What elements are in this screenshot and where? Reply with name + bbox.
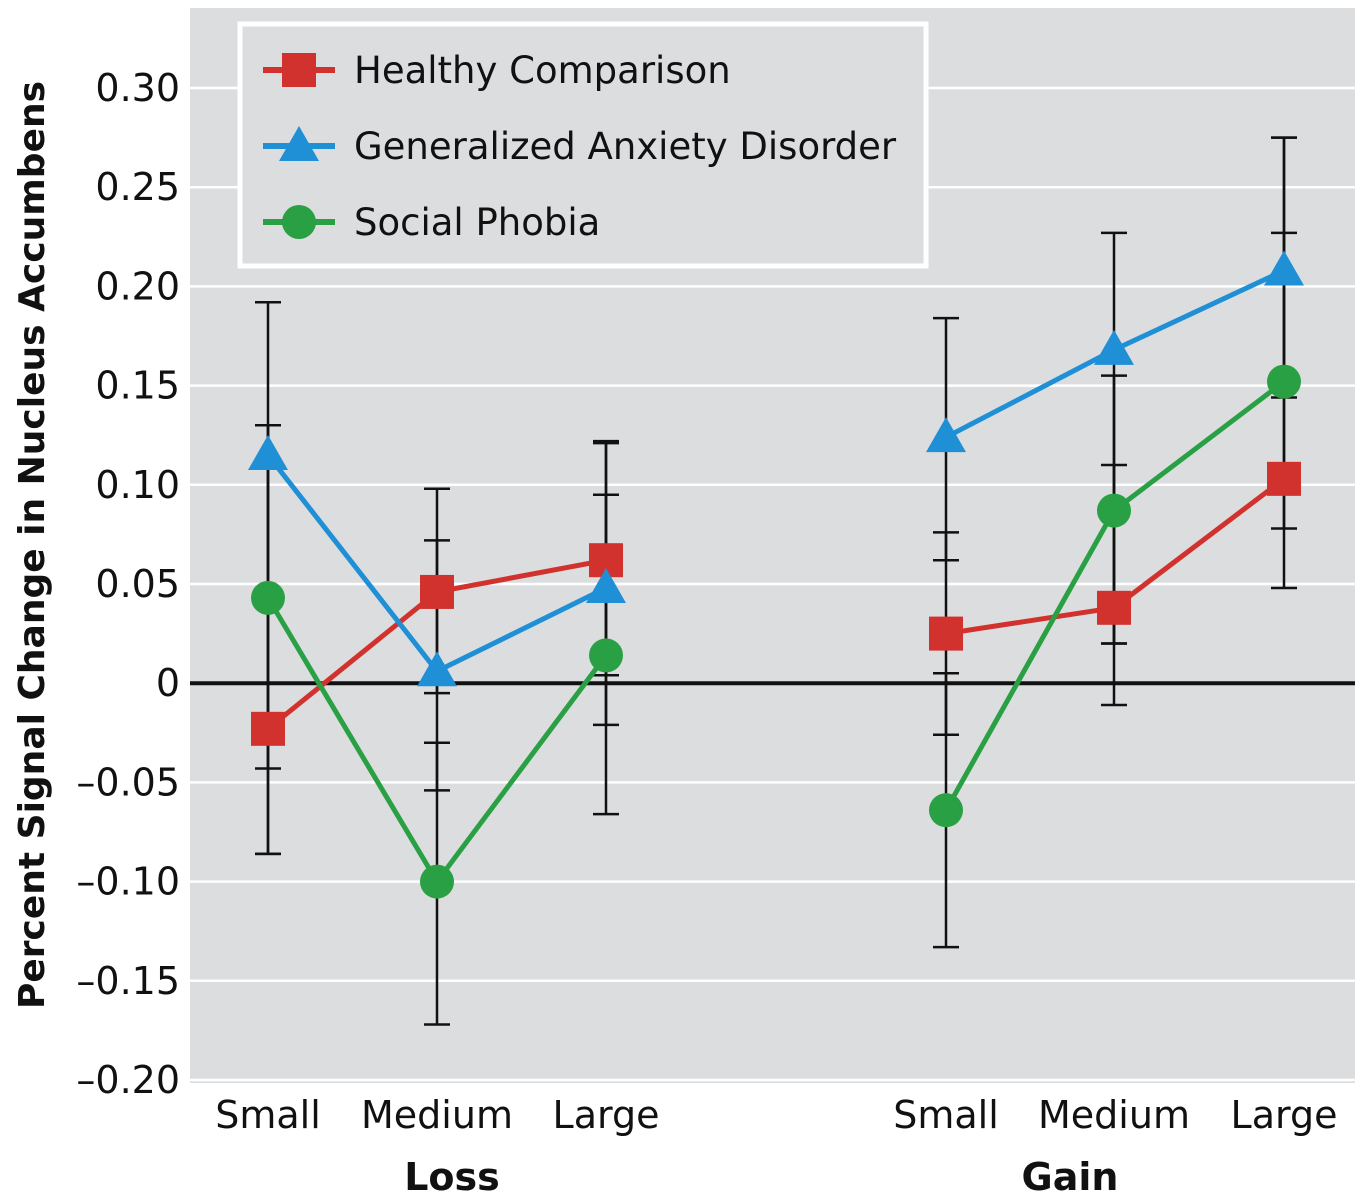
legend-label-1: Generalized Anxiety Disorder: [354, 125, 897, 168]
legend-label-2: Social Phobia: [354, 201, 600, 244]
marker-s2-g0-c1: [420, 864, 454, 899]
marker-s1-g1-c1: [1094, 329, 1134, 365]
x-axis: Small Medium Large Loss Small Medium Large Gain: [215, 1093, 1337, 1199]
y-tick-label-9: –0.15: [76, 959, 180, 1003]
marker-s1-g0-c1: [417, 651, 457, 687]
y-axis-title: Percent Signal Change in Nucleus Accumbe…: [12, 81, 53, 1009]
y-tick-label-10: –0.20: [76, 1058, 180, 1102]
y-tick-label-8: –0.10: [76, 860, 180, 904]
x-tick-label-1-0: Small: [893, 1093, 999, 1137]
marker-s2-g1-c2: [1267, 364, 1301, 399]
legend-marker-1: [279, 126, 319, 161]
series-markers: [248, 250, 1304, 899]
marker-s2-g0-c0: [251, 580, 285, 615]
y-tick-label-2: 0.20: [95, 264, 180, 308]
x-tick-label-0-0: Small: [215, 1093, 321, 1137]
y-axis: 0.30 0.25 0.20 0.15 0.10 0.05 0 –0.05 –0.10 –0.15…: [76, 66, 180, 1102]
marker-s0-g1-c0: [929, 616, 963, 651]
legend-label-0: Healthy Comparison: [354, 49, 731, 92]
legend-marker-0: [282, 53, 316, 87]
marker-s1-g1-c0: [926, 417, 966, 453]
y-tick-label-0: 0.30: [95, 66, 180, 110]
marker-s2-g0-c2: [589, 638, 623, 673]
marker-s0-g1-c2: [1267, 461, 1301, 496]
y-tick-label-4: 0.10: [95, 463, 180, 507]
marker-s0-g0-c1: [420, 574, 454, 609]
x-tick-label-1-2: Large: [1231, 1093, 1338, 1137]
group-label-1: Gain: [1022, 1155, 1119, 1199]
marker-s0-g0-c0: [251, 711, 285, 746]
marker-s0-g1-c1: [1097, 590, 1131, 625]
legend-box: [237, 21, 929, 269]
y-tick-label-3: 0.15: [95, 364, 180, 408]
legend-marker-2: [282, 205, 316, 239]
legend: Healthy Comparison Generalized Anxiety Di…: [237, 21, 929, 269]
x-tick-label-0-2: Large: [553, 1093, 660, 1137]
group-label-0: Loss: [404, 1155, 500, 1199]
marker-s1-g0-c0: [248, 435, 288, 471]
marker-s2-g1-c1: [1097, 493, 1131, 528]
marker-s1-g0-c2: [586, 567, 626, 603]
y-tick-label-1: 0.25: [95, 165, 180, 209]
y-tick-label-5: 0.05: [95, 562, 180, 606]
y-tick-label-6: 0: [156, 661, 180, 705]
y-tick-label-7: –0.05: [76, 760, 180, 804]
x-tick-label-0-1: Medium: [361, 1093, 513, 1137]
marker-s2-g1-c0: [929, 793, 963, 828]
marker-s1-g1-c2: [1264, 250, 1304, 286]
x-tick-label-1-1: Medium: [1038, 1093, 1190, 1137]
